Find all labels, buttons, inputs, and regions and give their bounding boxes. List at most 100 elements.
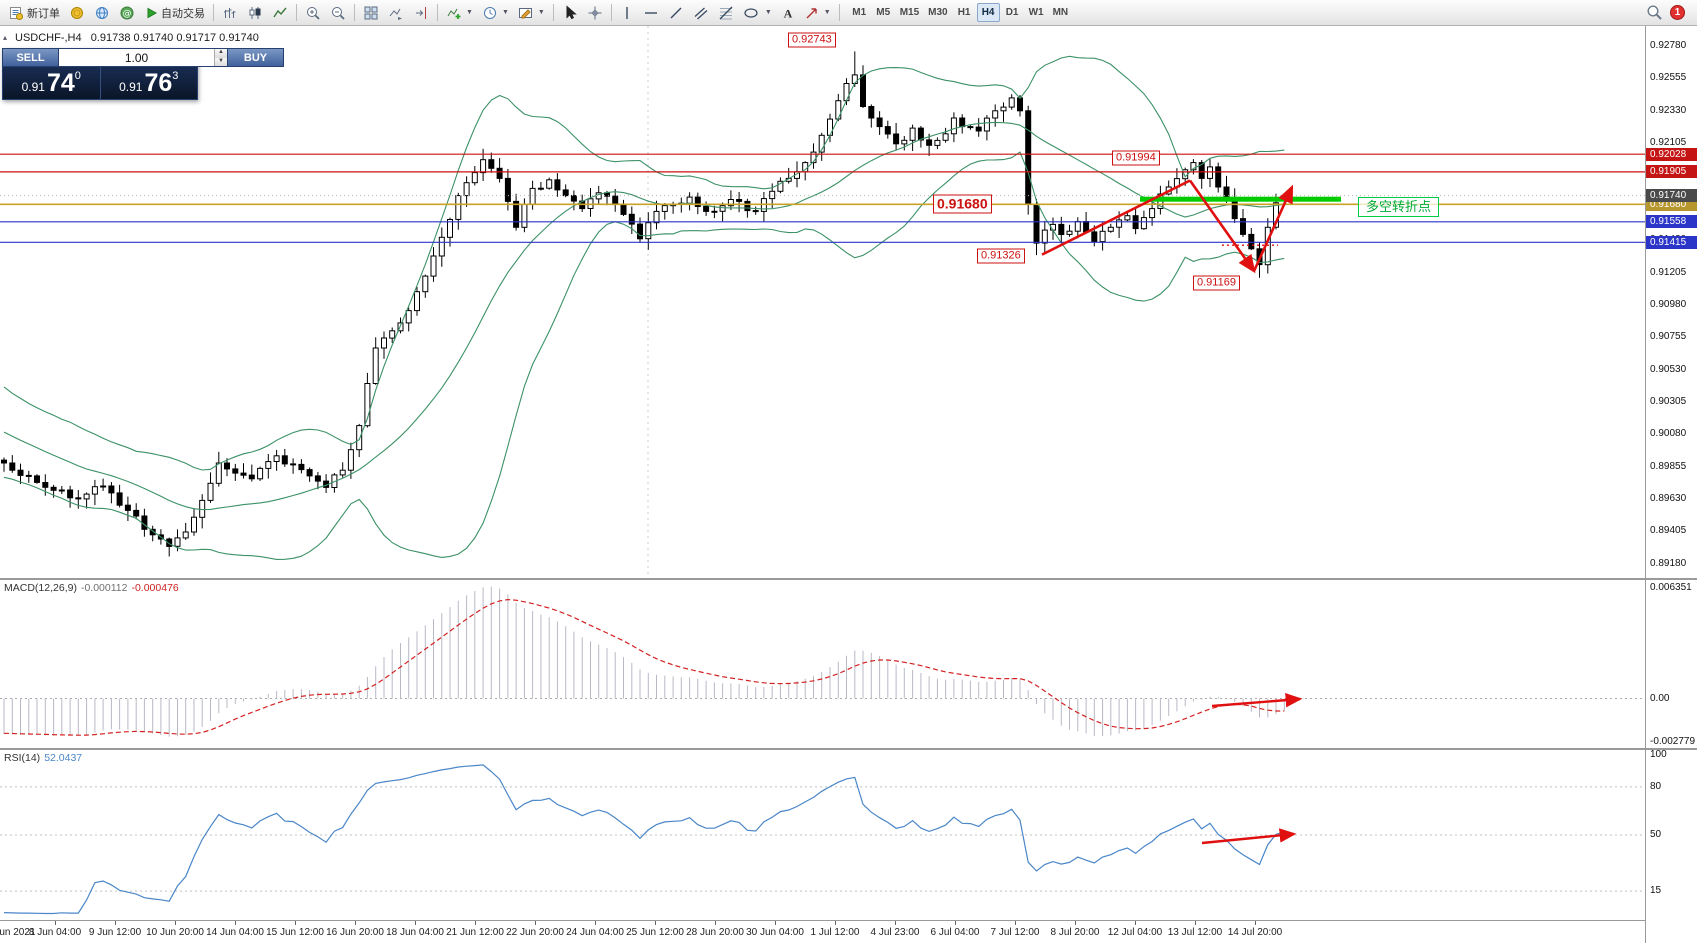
time-tick <box>1075 921 1076 925</box>
time-tick <box>895 921 896 925</box>
rsi-value: 52.0437 <box>44 752 83 764</box>
price-label[interactable]: 0.91680 <box>933 194 992 214</box>
time-tick <box>835 921 836 925</box>
macd-signal-value: -0.000476 <box>131 582 179 594</box>
macd-indicator-chart[interactable] <box>0 580 1645 748</box>
globe-button[interactable] <box>90 2 114 23</box>
shapes-button[interactable]: ▼ <box>739 2 776 23</box>
panel-divider[interactable] <box>0 748 1645 750</box>
candlestick-chart[interactable] <box>0 26 1645 578</box>
coin-button[interactable] <box>65 2 89 23</box>
time-axis-label: 22 Jun 20:00 <box>506 927 564 938</box>
notification-badge[interactable]: 1 <box>1670 5 1685 20</box>
zoom-in-icon <box>307 6 320 20</box>
macd-panel: MACD(12,26,9) -0.000112 -0.000476 <box>0 580 1645 748</box>
time-axis-label: 21 Jun 12:00 <box>446 927 504 938</box>
fibonacci-button[interactable] <box>714 2 738 23</box>
arrow-tool-button[interactable]: ▼ <box>800 2 835 23</box>
turning-point-annotation[interactable]: 多空转折点 <box>1358 196 1440 217</box>
zoom-out-icon <box>332 6 345 20</box>
horizontal-line-button[interactable] <box>639 2 663 23</box>
templates-button[interactable]: ▼ <box>514 2 549 23</box>
buy-button[interactable]: BUY <box>227 48 284 67</box>
timeframe-m30-button[interactable]: M30 <box>928 7 948 18</box>
rsi-label: RSI(14) 52.0437 <box>4 752 82 764</box>
timeframe-h1-button[interactable]: H1 <box>957 7 971 18</box>
price-label[interactable]: 0.91169 <box>1193 275 1240 291</box>
lot-size-input[interactable] <box>59 49 214 66</box>
dropdown-caret-icon: ▼ <box>466 9 473 16</box>
vertical-line-icon <box>626 6 628 19</box>
timeframe-d1-button[interactable]: D1 <box>1005 7 1019 18</box>
periods-button[interactable]: ▼ <box>478 2 513 23</box>
price-chart-panel: 0.92743 0.91994 0.91680 0.91326 0.91169 多空转折点… <box>0 26 1645 578</box>
time-axis-label: 9 Jun 12:00 <box>88 927 142 938</box>
price-label[interactable]: 0.91326 <box>977 248 1025 264</box>
sell-price-pip: 0 <box>74 70 81 82</box>
cursor-icon <box>566 4 577 19</box>
channel-button[interactable] <box>689 2 713 23</box>
indicators-button[interactable]: ▼ <box>442 2 477 23</box>
toolbar-separator <box>213 4 214 21</box>
timeframe-m15-button[interactable]: M15 <box>899 7 920 18</box>
channel-icon <box>694 7 708 19</box>
timeframe-m1-button[interactable]: M1 <box>852 7 867 18</box>
time-axis-label: 14 Jun 04:00 <box>206 927 264 938</box>
indicators-icon <box>447 8 461 19</box>
price-axis-label: 0.90080 <box>1650 428 1687 439</box>
price-label[interactable]: 0.91994 <box>1112 150 1160 166</box>
time-axis-label: 1 Jul 12:00 <box>810 927 860 938</box>
time-axis-label: 30 Jun 04:00 <box>746 927 804 938</box>
trendline-button[interactable] <box>664 2 688 23</box>
bar-chart-button[interactable] <box>218 2 242 23</box>
buy-price[interactable]: 0.91 76 3 <box>101 67 198 99</box>
svg-text:@: @ <box>123 9 132 19</box>
time-tick <box>235 921 236 925</box>
spinner-up-icon[interactable]: ▲ <box>215 49 227 58</box>
timeframe-w1-button[interactable]: W1 <box>1028 7 1044 18</box>
line-chart-icon <box>273 7 287 17</box>
lot-size-field: ▲ ▼ <box>59 48 227 67</box>
rsi-indicator-chart[interactable] <box>0 750 1645 920</box>
spinner-down-icon[interactable]: ▼ <box>215 57 227 66</box>
one-click-collapse-icon[interactable]: ▴ <box>3 33 8 42</box>
line-chart-button[interactable] <box>268 2 292 23</box>
timeframe-h4-button[interactable]: H4 <box>976 3 1000 22</box>
macd-name: MACD(12,26,9) <box>4 582 77 594</box>
sell-button[interactable]: SELL <box>2 48 59 67</box>
crosshair-button[interactable] <box>583 2 607 23</box>
zoom-in-button[interactable] <box>301 2 325 23</box>
chart-shift-button[interactable] <box>409 2 433 23</box>
template-icon <box>518 7 532 18</box>
tile-windows-button[interactable] <box>359 2 383 23</box>
panel-divider[interactable] <box>0 578 1645 580</box>
new-order-button[interactable]: 新订单 <box>4 2 64 23</box>
bid-ask-display: 0.91 74 0 0.91 76 3 <box>2 67 198 100</box>
text-button[interactable]: A <box>777 2 799 23</box>
toolbar-separator <box>838 4 840 21</box>
community-button[interactable]: @ <box>115 2 139 23</box>
search-icon[interactable] <box>1646 4 1663 21</box>
time-axis-label: 10 Jun 20:00 <box>146 927 204 938</box>
price-axis-label: 0.92105 <box>1650 137 1687 148</box>
cursor-button[interactable] <box>558 2 582 23</box>
price-label[interactable]: 0.92743 <box>788 32 836 48</box>
sell-price[interactable]: 0.91 74 0 <box>3 67 100 99</box>
time-tick <box>175 921 176 925</box>
toolbar-separator <box>354 4 355 21</box>
community-icon: @ <box>120 6 134 19</box>
vertical-line-button[interactable] <box>616 2 638 23</box>
timeframe-mn-button[interactable]: MN <box>1052 7 1069 18</box>
price-axis-label: 0.90755 <box>1650 331 1687 342</box>
time-axis-label: 12 Jul 04:00 <box>1107 927 1163 938</box>
dropdown-caret-icon: ▼ <box>537 9 545 16</box>
zoom-out-button[interactable] <box>326 2 350 23</box>
timeframe-m5-button[interactable]: M5 <box>876 7 891 18</box>
price-scale[interactable]: 0.927800.925550.923300.921050.918800.916… <box>1645 26 1697 943</box>
candlestick-chart-button[interactable] <box>243 2 267 23</box>
time-axis-label: 24 Jun 04:00 <box>566 927 624 938</box>
chart-area: 0.92743 0.91994 0.91680 0.91326 0.91169 多空转折点… <box>0 26 1645 943</box>
autotrading-button[interactable]: 自动交易 <box>140 2 209 23</box>
auto-scroll-button[interactable] <box>384 2 408 23</box>
